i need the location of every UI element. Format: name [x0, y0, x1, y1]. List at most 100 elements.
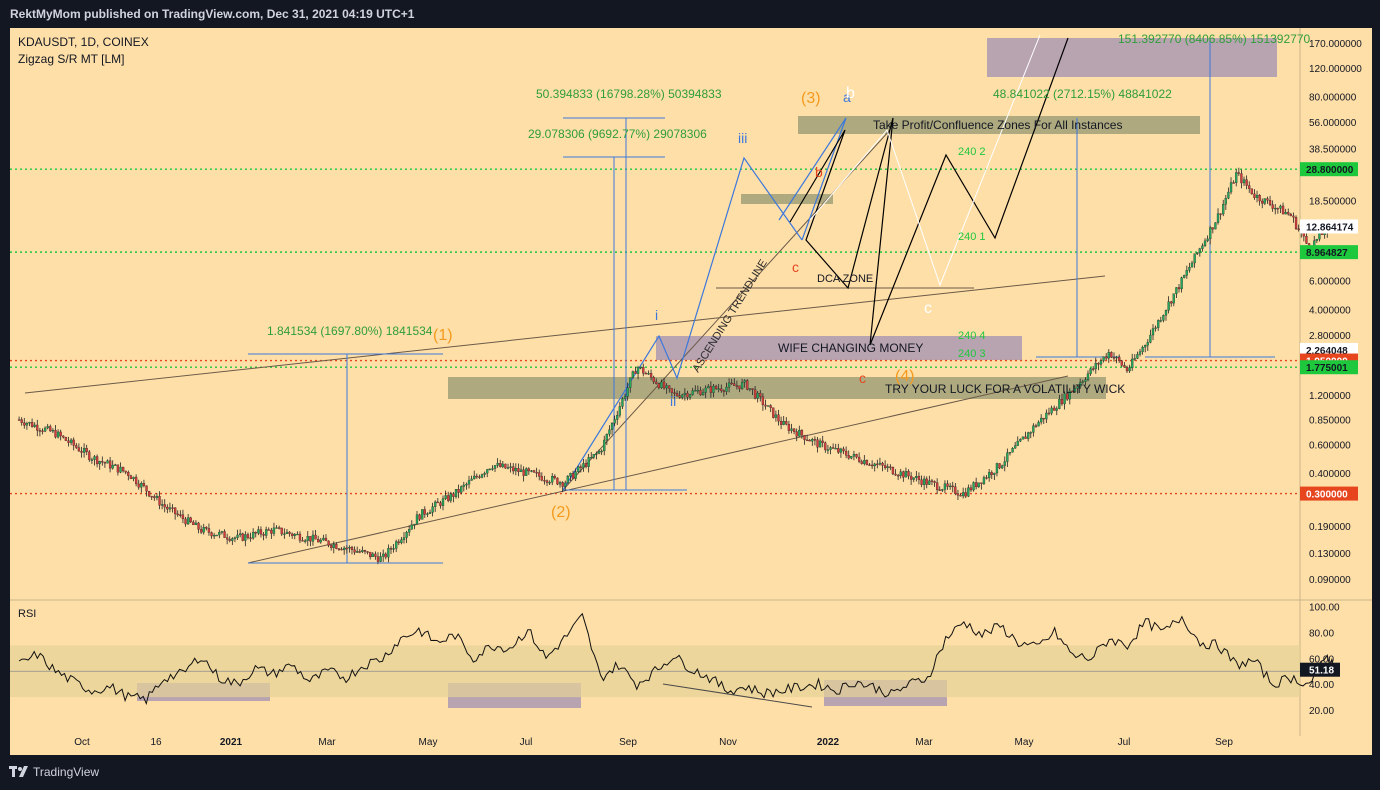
fib-label-3: 240 3	[958, 348, 986, 360]
candle-body	[1001, 465, 1004, 469]
candle-body	[1177, 287, 1181, 290]
wave-lines	[562, 117, 847, 491]
candle-body	[948, 485, 952, 488]
candle-body	[314, 534, 317, 540]
candle-body	[486, 469, 489, 474]
candle-body	[904, 471, 908, 478]
candle-body	[525, 468, 528, 476]
candle-body	[317, 539, 320, 543]
candle-body	[701, 392, 705, 396]
candle-body	[605, 433, 609, 441]
candle-body	[218, 531, 221, 536]
level-tag-bg	[1300, 360, 1358, 375]
candle-body	[821, 440, 824, 443]
candle-body	[379, 556, 382, 562]
candle-body	[119, 466, 122, 473]
candle-body	[259, 529, 263, 535]
candle-body	[1235, 172, 1238, 183]
level-tag-text: 8.964827	[1306, 248, 1348, 259]
candle-body	[899, 471, 902, 476]
candle-body	[779, 420, 783, 425]
candle-body	[335, 544, 338, 549]
candle-body	[522, 469, 525, 476]
candle-body	[969, 487, 973, 491]
candle-body	[829, 447, 832, 450]
candle-body	[902, 471, 905, 478]
candle-body	[579, 466, 582, 468]
candle-body	[366, 551, 369, 553]
candle-body	[1016, 440, 1019, 446]
candle-body	[803, 435, 806, 441]
candle-body	[491, 468, 494, 470]
lower-trendline	[247, 375, 1069, 564]
candle-body	[215, 534, 218, 537]
candle-body	[639, 366, 642, 369]
candle-body	[922, 478, 926, 485]
candle-body	[870, 464, 874, 467]
candle-body	[512, 466, 515, 472]
candle-body	[85, 448, 88, 453]
rsi-tick: 20.00	[1309, 706, 1334, 717]
candle-body	[93, 456, 96, 460]
candle-body	[946, 483, 949, 487]
candle-body	[1050, 407, 1053, 414]
candle-body	[202, 527, 205, 533]
candle-body	[608, 429, 611, 435]
candle-body	[748, 388, 752, 390]
candle-body	[826, 449, 830, 451]
candle-body	[519, 469, 523, 473]
candle-body	[441, 498, 445, 506]
candle-body	[1203, 240, 1207, 246]
candle-body	[483, 472, 486, 475]
candle-body	[41, 430, 44, 432]
candle-body	[743, 380, 746, 383]
candle-body	[805, 439, 809, 442]
candle-body	[267, 529, 270, 531]
price-tick: 120.000000	[1309, 64, 1362, 75]
candle-body	[652, 377, 655, 383]
candle-body	[124, 470, 127, 473]
price-tick: 80.000000	[1309, 93, 1357, 104]
candle-body	[90, 459, 94, 461]
candle-body	[995, 463, 999, 474]
candle-body	[82, 448, 86, 453]
level-tag-text: 12.864174	[1306, 222, 1354, 233]
candle-body	[28, 422, 31, 424]
candle-body	[192, 521, 195, 526]
candle-body	[839, 448, 843, 453]
candle-body	[30, 422, 34, 427]
candle-body	[623, 396, 627, 399]
candle-body	[777, 414, 780, 422]
candle-body	[210, 532, 213, 537]
candle-body	[514, 468, 517, 472]
candle-body	[595, 453, 598, 455]
candle-body	[792, 428, 796, 432]
candle-body	[350, 547, 354, 550]
time-tick: Mar	[318, 737, 336, 748]
candle-body	[800, 429, 804, 436]
candle-body	[649, 373, 653, 378]
candle-body	[311, 534, 315, 542]
candle-body	[857, 456, 861, 462]
candle-body	[1079, 382, 1082, 387]
candle-body	[990, 472, 993, 475]
price-tick: 0.130000	[1309, 549, 1351, 560]
candle-body	[212, 534, 216, 537]
candle-body	[452, 493, 455, 497]
candle-body	[51, 429, 55, 432]
candle-body	[1097, 362, 1100, 365]
candle-body	[933, 481, 936, 483]
candle-body	[772, 407, 775, 418]
candle-body	[241, 533, 244, 541]
candle-body	[795, 431, 798, 437]
candle-body	[25, 423, 29, 426]
rsi-tick: 100.00	[1309, 602, 1340, 613]
price-axis: 170.000000 120.000000 80.000000 56.000000 38…	[1309, 39, 1362, 586]
candle-body	[275, 527, 278, 529]
candle-body	[553, 476, 556, 479]
candle-body	[787, 423, 791, 431]
candle-body	[686, 392, 689, 398]
fib-label-2: 240 2	[958, 146, 986, 158]
candle-body	[1162, 315, 1165, 321]
